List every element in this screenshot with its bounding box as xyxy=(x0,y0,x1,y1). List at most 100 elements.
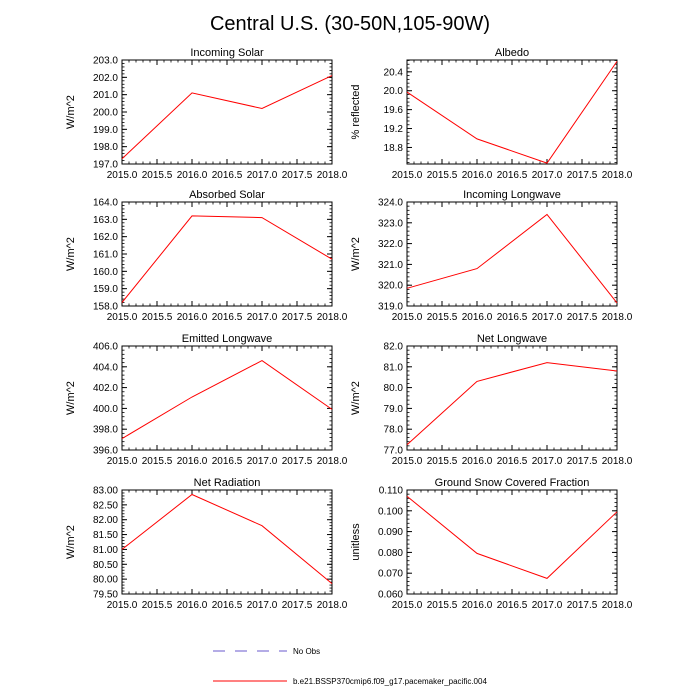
y-tick-label: 160.0 xyxy=(93,267,118,278)
series-line xyxy=(121,215,333,303)
plot-frame xyxy=(121,489,333,595)
panel-title: Absorbed Solar xyxy=(189,189,265,201)
y-tick-label: 82.00 xyxy=(93,515,118,526)
legend-label-no-obs: No Obs xyxy=(293,647,320,656)
x-tick-label: 2016.5 xyxy=(212,600,243,611)
x-tick-label: 2016.5 xyxy=(497,312,528,323)
y-tick-label: 19.6 xyxy=(384,105,404,116)
y-tick-label: 396.0 xyxy=(93,446,118,457)
y-axis-label: W/m^2 xyxy=(65,237,77,271)
y-tick-label: 79.50 xyxy=(93,590,118,601)
series-line xyxy=(406,362,618,446)
y-tick-label: 400.0 xyxy=(93,404,118,415)
x-tick-label: 2018.0 xyxy=(317,600,348,611)
y-tick-label: 0.080 xyxy=(378,548,403,559)
x-tick-label: 2017.5 xyxy=(282,456,313,467)
x-tick-label: 2016.5 xyxy=(212,312,243,323)
plot-frame xyxy=(121,345,333,451)
x-tick-label: 2016.0 xyxy=(177,312,208,323)
plot-frame xyxy=(406,201,618,307)
y-tick-label: 79.0 xyxy=(384,404,404,415)
x-tick-label: 2016.5 xyxy=(497,170,528,181)
chart-panel: Net Radiation W/m^2 2015.0 2015.5 2016.0 2016… xyxy=(65,477,348,611)
y-tick-label: 82.50 xyxy=(93,500,118,511)
x-tick-label: 2015.5 xyxy=(142,600,173,611)
y-tick-label: 83.00 xyxy=(93,486,118,497)
y-axis-label: W/m^2 xyxy=(350,381,362,415)
x-tick-label: 2015.0 xyxy=(392,600,423,611)
y-axis-label: W/m^2 xyxy=(65,95,77,129)
y-tick-label: 198.0 xyxy=(93,142,118,153)
y-tick-label: 200.0 xyxy=(93,108,118,119)
x-tick-label: 2018.0 xyxy=(602,170,633,181)
y-tick-label: 0.060 xyxy=(378,590,403,601)
x-tick-label: 2016.0 xyxy=(462,170,493,181)
y-axis-label: W/m^2 xyxy=(350,237,362,271)
x-tick-label: 2016.5 xyxy=(497,456,528,467)
y-tick-label: 158.0 xyxy=(93,302,118,313)
x-tick-label: 2017.0 xyxy=(247,456,278,467)
x-tick-label: 2018.0 xyxy=(602,600,633,611)
y-tick-label: 78.0 xyxy=(384,425,404,436)
y-tick-label: 81.50 xyxy=(93,530,118,541)
x-tick-label: 2016.5 xyxy=(212,456,243,467)
y-tick-label: 162.0 xyxy=(93,232,118,243)
y-tick-label: 80.0 xyxy=(384,383,404,394)
chart-panel: Albedo % reflected 2015.0 2015.5 2016.0 2016.… xyxy=(350,47,633,181)
x-tick-label: 2016.5 xyxy=(212,170,243,181)
panel-title: Incoming Longwave xyxy=(463,189,561,201)
x-tick-label: 2017.0 xyxy=(247,600,278,611)
y-tick-label: 20.4 xyxy=(384,67,404,78)
y-tick-label: 19.2 xyxy=(384,124,404,135)
y-tick-label: 203.0 xyxy=(93,56,118,67)
x-tick-label: 2018.0 xyxy=(602,456,633,467)
x-tick-label: 2015.0 xyxy=(392,312,423,323)
panel-title: Incoming Solar xyxy=(190,47,264,59)
x-tick-label: 2016.0 xyxy=(177,456,208,467)
x-tick-label: 2015.0 xyxy=(392,170,423,181)
y-axis-label: unitless xyxy=(350,523,362,561)
x-tick-label: 2016.5 xyxy=(497,600,528,611)
y-tick-label: 161.0 xyxy=(93,250,118,261)
legend-label-model: b.e21.BSSP370cmip6.f09_g17.pacemaker_pac… xyxy=(293,677,487,686)
x-tick-label: 2017.5 xyxy=(567,312,598,323)
chart-panel: Emitted Longwave W/m^2 2015.0 2015.5 2016.0 2… xyxy=(65,333,348,467)
x-tick-label: 2015.5 xyxy=(427,456,458,467)
x-tick-label: 2017.5 xyxy=(567,170,598,181)
y-tick-label: 81.00 xyxy=(93,545,118,556)
y-tick-label: 321.0 xyxy=(378,260,403,271)
x-tick-label: 2015.5 xyxy=(427,170,458,181)
x-tick-label: 2017.0 xyxy=(247,170,278,181)
y-tick-label: 77.0 xyxy=(384,446,404,457)
x-tick-label: 2018.0 xyxy=(317,456,348,467)
y-tick-label: 404.0 xyxy=(93,362,118,373)
y-tick-label: 82.0 xyxy=(384,342,404,353)
x-tick-label: 2016.0 xyxy=(462,456,493,467)
series-line xyxy=(406,61,618,164)
y-tick-label: 197.0 xyxy=(93,160,118,171)
x-tick-label: 2017.5 xyxy=(282,170,313,181)
x-tick-label: 2017.5 xyxy=(282,312,313,323)
series-line xyxy=(406,495,618,579)
y-tick-label: 0.070 xyxy=(378,569,403,580)
x-tick-label: 2016.0 xyxy=(177,170,208,181)
y-axis-label: % reflected xyxy=(350,84,362,139)
plot-frame xyxy=(406,345,618,451)
y-tick-label: 201.0 xyxy=(93,90,118,101)
x-tick-label: 2018.0 xyxy=(602,312,633,323)
series-line xyxy=(121,75,333,160)
panel-title: Emitted Longwave xyxy=(182,333,273,345)
x-tick-label: 2018.0 xyxy=(317,170,348,181)
y-tick-label: 323.0 xyxy=(378,218,403,229)
chart-panel: Incoming Solar W/m^2 2015.0 2015.5 2016.0 201… xyxy=(65,47,348,181)
y-tick-label: 80.00 xyxy=(93,575,118,586)
y-tick-label: 0.110 xyxy=(379,486,404,497)
y-tick-label: 199.0 xyxy=(93,125,118,136)
y-tick-label: 320.0 xyxy=(378,281,403,292)
x-tick-label: 2018.0 xyxy=(317,312,348,323)
x-tick-label: 2015.5 xyxy=(142,312,173,323)
x-tick-label: 2016.0 xyxy=(177,600,208,611)
plot-frame xyxy=(121,59,333,165)
x-tick-label: 2015.0 xyxy=(107,170,138,181)
